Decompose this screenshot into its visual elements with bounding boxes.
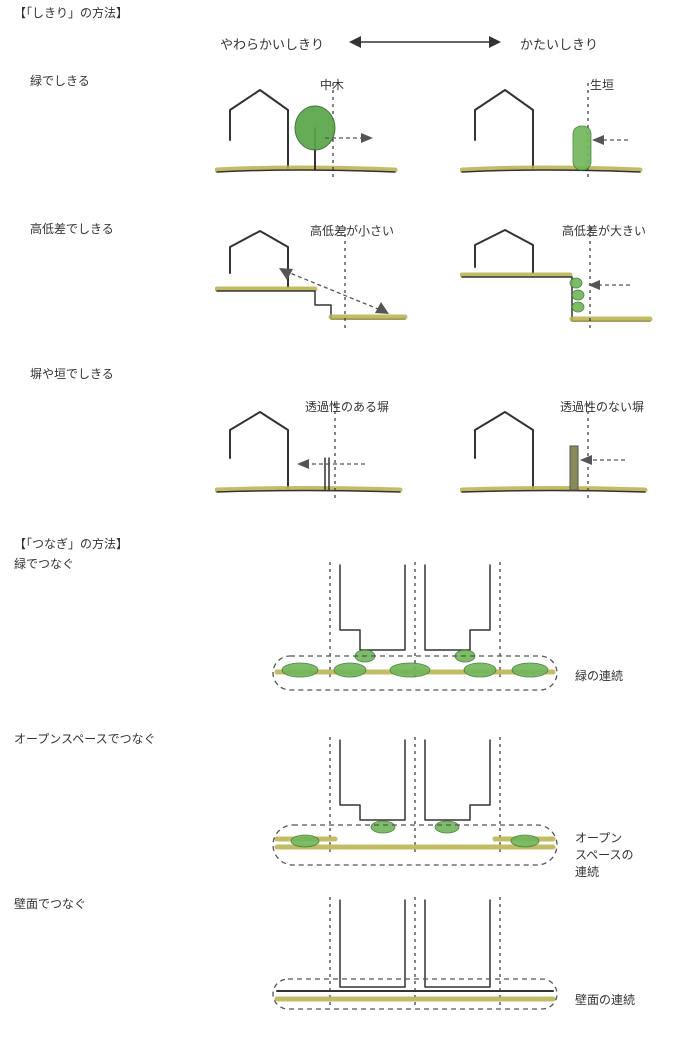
side-caption-wall: 壁面の連続 — [575, 992, 635, 1009]
spectrum-left-label: やわらかいしきり — [220, 34, 324, 53]
section-tsunagi-title: 【「つなぎ」の方法】 — [14, 535, 128, 552]
cell-level-right — [460, 225, 660, 345]
row-label-tsunagi-open: オープンスペースでつなぐ — [14, 730, 156, 747]
cell-fence-right — [460, 400, 660, 515]
page-root: 【「しきり」の方法】 やわらかいしきり かたいしきり 緑でしきる 中木 生垣 — [0, 0, 700, 1037]
spectrum-arrow — [345, 30, 505, 54]
cell-fence-left — [215, 400, 415, 515]
cell-tsunagi-wall — [265, 895, 565, 1025]
row-label-green: 緑でしきる — [30, 72, 90, 89]
cell-tsunagi-green — [265, 560, 565, 705]
side-caption-open: オープン スペースの 連続 — [575, 830, 634, 880]
cell-tsunagi-open — [265, 735, 565, 880]
section-shikiri-title: 【「しきり」の方法】 — [14, 4, 128, 21]
side-caption-green: 緑の連続 — [575, 668, 623, 685]
row-label-fence: 塀や垣でしきる — [30, 365, 114, 382]
cell-green-right — [460, 78, 660, 198]
spectrum-right-label: かたいしきり — [520, 34, 598, 53]
cell-green-left — [215, 78, 415, 198]
row-label-tsunagi-green: 緑でつなぐ — [14, 555, 74, 572]
row-label-level: 高低差でしきる — [30, 220, 114, 237]
row-label-tsunagi-wall: 壁面でつなぐ — [14, 895, 86, 912]
cell-level-left — [215, 225, 415, 345]
